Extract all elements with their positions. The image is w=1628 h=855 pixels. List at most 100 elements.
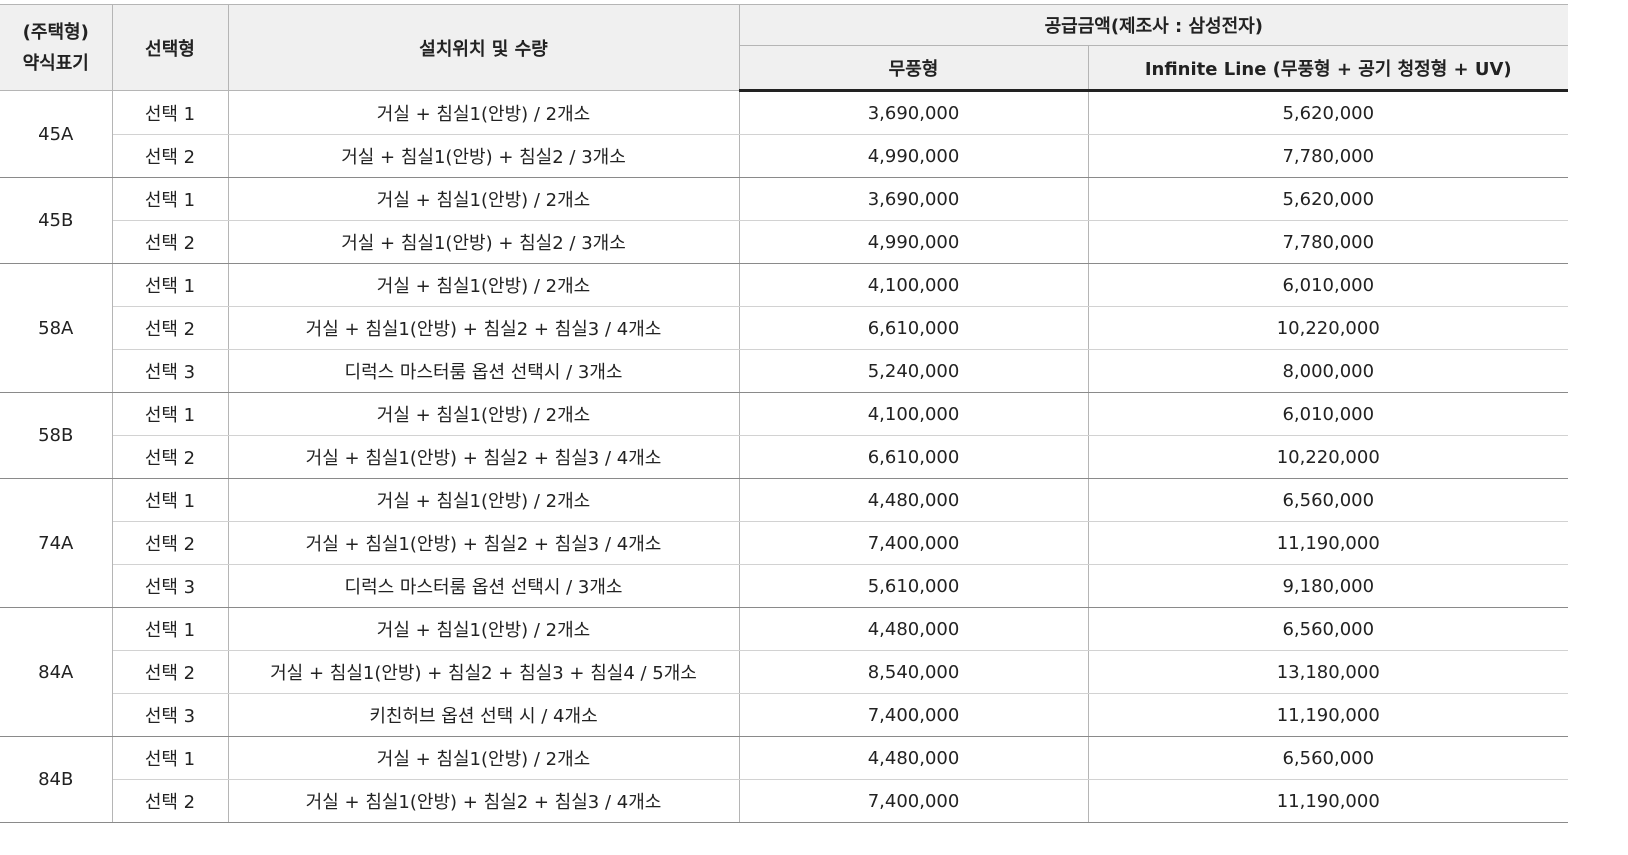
table-row: 선택 2 거실 + 침실1(안방) + 침실2 + 침실3 / 4개소 6,610,… xyxy=(0,306,1568,350)
table-row: 선택 2 거실 + 침실1(안방) + 침실2 + 침실3 + 침실4 / 5개소… xyxy=(0,650,1568,694)
table-row: 선택 2 거실 + 침실1(안방) + 침실2 + 침실3 / 4개소 7,400,… xyxy=(0,779,1568,823)
cell-price-premium: 10,220,000 xyxy=(1087,435,1568,479)
header-price-premium: Infinite Line (무풍형 + 공기 청정형 + UV) xyxy=(1087,45,1568,92)
cell-option: 선택 1 xyxy=(111,177,229,221)
cell-price-plain: 6,610,000 xyxy=(738,435,1089,479)
cell-option: 선택 2 xyxy=(111,134,229,178)
cell-location: 거실 + 침실1(안방) / 2개소 xyxy=(227,90,740,135)
cell-option: 선택 1 xyxy=(111,478,229,522)
cell-housing-type: 74A xyxy=(0,478,113,608)
cell-option: 선택 2 xyxy=(111,650,229,694)
header-type-line1: (주택형) xyxy=(22,21,89,43)
cell-price-premium: 11,190,000 xyxy=(1087,521,1568,565)
cell-location: 거실 + 침실1(안방) + 침실2 + 침실3 + 침실4 / 5개소 xyxy=(227,650,740,694)
cell-option: 선택 2 xyxy=(111,306,229,350)
cell-location: 키친허브 옵션 선택 시 / 4개소 xyxy=(227,693,740,737)
cell-location: 거실 + 침실1(안방) + 침실2 / 3개소 xyxy=(227,134,740,178)
table-row: 선택 3 디럭스 마스터룸 옵션 선택시 / 3개소 5,610,000 9,180,… xyxy=(0,564,1568,608)
cell-price-plain: 7,400,000 xyxy=(738,521,1089,565)
cell-option: 선택 1 xyxy=(111,607,229,651)
cell-price-premium: 13,180,000 xyxy=(1087,650,1568,694)
cell-option: 선택 3 xyxy=(111,349,229,393)
table-body: 45A 선택 1 거실 + 침실1(안방) / 2개소 3,690,000 5,620,… xyxy=(0,90,1568,823)
header-price-plain: 무풍형 xyxy=(738,45,1089,92)
cell-price-plain: 5,610,000 xyxy=(738,564,1089,608)
cell-location: 거실 + 침실1(안방) / 2개소 xyxy=(227,263,740,307)
table-row: 45A 선택 1 거실 + 침실1(안방) / 2개소 3,690,000 5,620,… xyxy=(0,90,1568,178)
cell-option: 선택 1 xyxy=(111,90,229,135)
cell-price-plain: 7,400,000 xyxy=(738,693,1089,737)
cell-housing-type: 58B xyxy=(0,392,113,479)
cell-option: 선택 1 xyxy=(111,736,229,780)
cell-price-plain: 4,990,000 xyxy=(738,220,1089,264)
cell-housing-type: 58A xyxy=(0,263,113,393)
table-row: 45B 선택 1 거실 + 침실1(안방) / 2개소 3,690,000 5,620,… xyxy=(0,177,1568,264)
table-row: 선택 3 디럭스 마스터룸 옵션 선택시 / 3개소 5,240,000 8,000,… xyxy=(0,349,1568,393)
cell-price-plain: 5,240,000 xyxy=(738,349,1089,393)
table-row: 선택 2 거실 + 침실1(안방) + 침실2 + 침실3 / 4개소 6,610,… xyxy=(0,435,1568,479)
table-row: 선택 2 거실 + 침실1(안방) + 침실2 / 3개소 4,990,000 7,7… xyxy=(0,220,1568,264)
cell-price-plain: 4,480,000 xyxy=(738,478,1089,522)
table-row: 84A 선택 1 거실 + 침실1(안방) / 2개소 4,480,000 6,560,… xyxy=(0,607,1568,737)
cell-housing-type: 84A xyxy=(0,607,113,737)
cell-location: 거실 + 침실1(안방) + 침실2 / 3개소 xyxy=(227,220,740,264)
cell-option: 선택 1 xyxy=(111,392,229,436)
cell-price-premium: 6,560,000 xyxy=(1087,478,1568,522)
cell-location: 거실 + 침실1(안방) + 침실2 + 침실3 / 4개소 xyxy=(227,521,740,565)
cell-price-premium: 6,010,000 xyxy=(1087,263,1568,307)
cell-price-premium: 6,560,000 xyxy=(1087,607,1568,651)
cell-price-premium: 9,180,000 xyxy=(1087,564,1568,608)
table-row: 선택 2 거실 + 침실1(안방) + 침실2 / 3개소 4,990,000 7,7… xyxy=(0,134,1568,178)
cell-location: 거실 + 침실1(안방) / 2개소 xyxy=(227,478,740,522)
cell-price-premium: 7,780,000 xyxy=(1087,134,1568,178)
price-table: (주택형) 약식표기 선택형 설치위치 및 수량 공급금액(제조사 : 삼성전자… xyxy=(0,4,1568,823)
table-row: 58B 선택 1 거실 + 침실1(안방) / 2개소 4,100,000 6,010,… xyxy=(0,392,1568,479)
cell-location: 거실 + 침실1(안방) / 2개소 xyxy=(227,736,740,780)
cell-price-plain: 8,540,000 xyxy=(738,650,1089,694)
cell-option: 선택 2 xyxy=(111,435,229,479)
cell-price-premium: 6,010,000 xyxy=(1087,392,1568,436)
cell-price-plain: 4,100,000 xyxy=(738,392,1089,436)
table-row: 58A 선택 1 거실 + 침실1(안방) / 2개소 4,100,000 6,010,… xyxy=(0,263,1568,393)
cell-housing-type: 45A xyxy=(0,90,113,178)
cell-option: 선택 1 xyxy=(111,263,229,307)
cell-price-plain: 4,990,000 xyxy=(738,134,1089,178)
cell-price-plain: 4,480,000 xyxy=(738,607,1089,651)
cell-price-premium: 6,560,000 xyxy=(1087,736,1568,780)
table-row: 선택 3 키친허브 옵션 선택 시 / 4개소 7,400,000 11,190,00… xyxy=(0,693,1568,737)
header-type: (주택형) 약식표기 xyxy=(0,4,113,91)
cell-price-premium: 8,000,000 xyxy=(1087,349,1568,393)
table-header: (주택형) 약식표기 선택형 설치위치 및 수량 공급금액(제조사 : 삼성전자… xyxy=(0,4,1568,92)
cell-price-premium: 11,190,000 xyxy=(1087,693,1568,737)
header-location: 설치위치 및 수량 xyxy=(227,4,740,91)
cell-location: 거실 + 침실1(안방) + 침실2 + 침실3 / 4개소 xyxy=(227,435,740,479)
cell-price-premium: 11,190,000 xyxy=(1087,779,1568,823)
cell-location: 거실 + 침실1(안방) + 침실2 + 침실3 / 4개소 xyxy=(227,779,740,823)
cell-location: 디럭스 마스터룸 옵션 선택시 / 3개소 xyxy=(227,564,740,608)
cell-location: 디럭스 마스터룸 옵션 선택시 / 3개소 xyxy=(227,349,740,393)
cell-price-premium: 10,220,000 xyxy=(1087,306,1568,350)
cell-location: 거실 + 침실1(안방) + 침실2 + 침실3 / 4개소 xyxy=(227,306,740,350)
cell-option: 선택 3 xyxy=(111,564,229,608)
cell-price-plain: 3,690,000 xyxy=(738,90,1089,135)
cell-housing-type: 84B xyxy=(0,736,113,823)
header-price-group: 공급금액(제조사 : 삼성전자) xyxy=(738,4,1568,46)
cell-option: 선택 2 xyxy=(111,220,229,264)
cell-option: 선택 2 xyxy=(111,779,229,823)
header-option: 선택형 xyxy=(111,4,229,91)
price-table-container: (주택형) 약식표기 선택형 설치위치 및 수량 공급금액(제조사 : 삼성전자… xyxy=(0,4,1568,823)
cell-price-plain: 4,100,000 xyxy=(738,263,1089,307)
cell-location: 거실 + 침실1(안방) / 2개소 xyxy=(227,392,740,436)
cell-price-premium: 5,620,000 xyxy=(1087,90,1568,135)
header-type-line2: 약식표기 xyxy=(22,52,89,74)
cell-price-plain: 6,610,000 xyxy=(738,306,1089,350)
table-row: 84B 선택 1 거실 + 침실1(안방) / 2개소 4,480,000 6,560,… xyxy=(0,736,1568,823)
cell-option: 선택 2 xyxy=(111,521,229,565)
table-row: 선택 2 거실 + 침실1(안방) + 침실2 + 침실3 / 4개소 7,400,… xyxy=(0,521,1568,565)
cell-price-premium: 7,780,000 xyxy=(1087,220,1568,264)
cell-housing-type: 45B xyxy=(0,177,113,264)
cell-location: 거실 + 침실1(안방) / 2개소 xyxy=(227,607,740,651)
cell-price-plain: 3,690,000 xyxy=(738,177,1089,221)
cell-price-premium: 5,620,000 xyxy=(1087,177,1568,221)
cell-option: 선택 3 xyxy=(111,693,229,737)
